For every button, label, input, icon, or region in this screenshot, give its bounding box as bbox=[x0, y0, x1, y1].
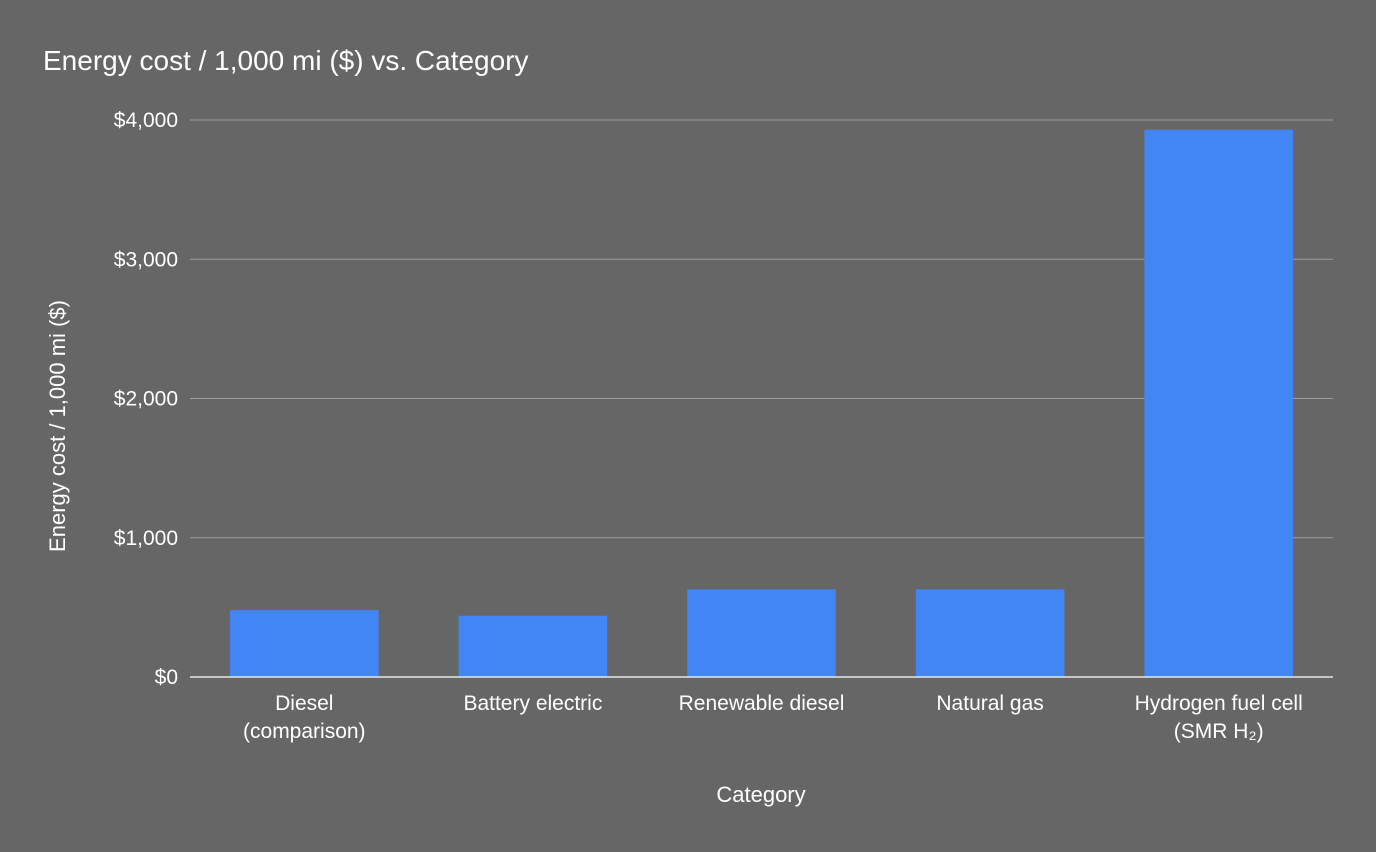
x-tick-label: Renewable diesel bbox=[679, 692, 845, 715]
bar bbox=[1144, 129, 1293, 677]
gridlines bbox=[190, 119, 1333, 539]
x-tick-label: Natural gas bbox=[936, 692, 1043, 715]
y-tick-label: $0 bbox=[155, 666, 178, 689]
y-tick-label: $2,000 bbox=[114, 388, 178, 411]
bar bbox=[915, 589, 1065, 677]
y-tick-label: $1,000 bbox=[114, 527, 178, 550]
chart-title: Energy cost / 1,000 mi ($) vs. Category bbox=[43, 45, 529, 76]
x-tick-label: (comparison) bbox=[243, 720, 366, 743]
y-axis-ticks: $0 $1,000 $2,000 $3,000 $4,000 bbox=[114, 109, 178, 689]
y-axis-label: Energy cost / 1,000 mi ($) bbox=[45, 300, 70, 552]
y-tick-label: $4,000 bbox=[114, 109, 178, 132]
bar bbox=[458, 615, 608, 677]
y-tick-label: $3,000 bbox=[114, 248, 178, 271]
x-axis-label: Category bbox=[716, 782, 805, 807]
x-axis-ticks: Diesel (comparison) Battery electric Renewa… bbox=[243, 692, 1303, 743]
x-tick-label: Diesel bbox=[275, 692, 333, 715]
x-tick-label: (SMR H₂) bbox=[1174, 720, 1264, 743]
x-tick-label: Battery electric bbox=[463, 692, 602, 715]
bar bbox=[687, 589, 836, 677]
x-tick-label: Hydrogen fuel cell bbox=[1135, 692, 1303, 715]
bars bbox=[230, 129, 1293, 677]
bar bbox=[230, 610, 379, 677]
